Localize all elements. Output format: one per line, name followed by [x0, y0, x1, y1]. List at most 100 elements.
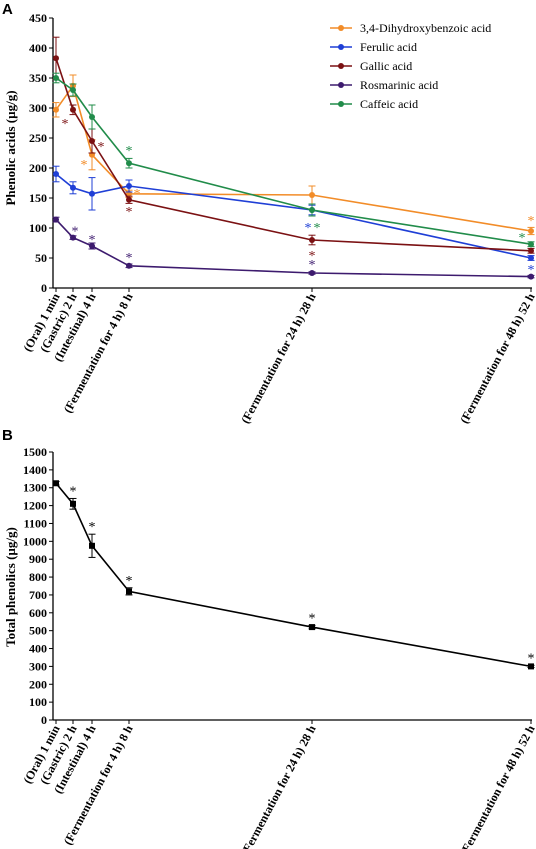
significance-star: * [89, 520, 96, 535]
y-tick-label: 350 [29, 71, 47, 85]
data-point [89, 243, 95, 249]
legend: 3,4-Dihydroxybenzoic acid Ferulic acid Gal… [330, 21, 491, 111]
legend-label: Caffeic acid [360, 97, 418, 111]
significance-star: * [70, 484, 77, 499]
data-point [70, 234, 76, 241]
significance-star: * [314, 221, 321, 236]
legend-swatch-marker [338, 25, 344, 31]
y-tick-label: 800 [29, 570, 47, 584]
data-point [53, 75, 59, 81]
series-rosmarinic-acid: *** * [52, 216, 535, 280]
significance-star: * [528, 263, 535, 278]
significance-star: * [126, 144, 133, 159]
y-tick-label: 1500 [23, 445, 47, 459]
significance-star: * [126, 205, 133, 220]
data-point [89, 542, 95, 549]
y-tick-label: 100 [29, 695, 47, 709]
data-point [89, 114, 95, 120]
data-point [126, 196, 132, 203]
legend-swatch-marker [338, 44, 344, 50]
series-total: * * * * * [52, 480, 535, 670]
panel-a-y-axis-title: Phenolic acids (µg/g) [3, 90, 18, 205]
data-point [53, 480, 59, 487]
y-tick-label: 900 [29, 552, 47, 566]
data-point [53, 106, 59, 113]
panel-b-chart: B Total phenolics (µg/g) 0 100 200 300 400 50… [2, 427, 536, 849]
legend-swatch-marker [338, 101, 344, 107]
panel-b-letter: B [2, 427, 13, 444]
significance-star: * [305, 221, 312, 236]
y-tick-label: 450 [29, 11, 47, 25]
significance-star: * [89, 233, 96, 248]
data-point [528, 663, 534, 670]
series-line [55, 219, 532, 278]
series-gallic-acid: **** [52, 36, 535, 264]
data-point [309, 237, 315, 243]
data-point [528, 228, 534, 234]
y-tick-label: 1400 [23, 463, 47, 477]
data-point [53, 171, 59, 177]
y-tick-label: 300 [29, 659, 47, 673]
panel-a-letter: A [2, 1, 13, 18]
significance-star: * [309, 611, 316, 626]
data-point [309, 192, 315, 198]
significance-star: * [528, 651, 535, 666]
significance-star: * [519, 231, 526, 246]
y-tick-label: 500 [29, 624, 47, 638]
significance-star: * [81, 158, 88, 173]
series-line [55, 77, 532, 245]
significance-star: * [72, 225, 79, 240]
series-line [55, 482, 532, 668]
y-tick-label: 0 [41, 281, 47, 295]
y-tick-label: 1000 [23, 534, 47, 548]
data-point [309, 207, 315, 213]
significance-star: * [98, 140, 105, 155]
significance-star: * [528, 214, 535, 229]
data-point [126, 588, 132, 595]
data-point [53, 55, 59, 62]
series-line [55, 57, 532, 252]
data-point [126, 262, 132, 269]
legend-label: Gallic acid [360, 59, 412, 73]
y-tick-label: 400 [29, 642, 47, 656]
significance-star: * [309, 249, 316, 264]
y-tick-label: 400 [29, 41, 47, 55]
data-point [528, 255, 534, 261]
y-tick-label: 700 [29, 588, 47, 602]
data-point [126, 160, 132, 167]
x-tick-label: (Fermentation for 24 h) 28 h [238, 723, 319, 849]
significance-star: * [134, 187, 141, 202]
x-tick-label: (Fermentation for 24 h) 28 h [238, 291, 319, 426]
y-tick-label: 1200 [23, 499, 47, 513]
data-point [126, 183, 132, 189]
y-tick-label: 1300 [23, 481, 47, 495]
y-tick-label: 600 [29, 606, 47, 620]
y-tick-label: 100 [29, 221, 47, 235]
data-point [53, 216, 59, 223]
significance-star: * [126, 251, 133, 266]
significance-star: * [309, 258, 316, 273]
significance-star: * [126, 574, 133, 589]
x-tick-label: (Fermentation for 48 h) 52 h [457, 291, 536, 426]
y-tick-label: 0 [41, 713, 47, 727]
panel-a-chart: A Phenolic acids (µg/g) 0 50 100 150 200 250 3… [2, 1, 536, 426]
data-point [70, 184, 76, 191]
data-point [70, 106, 76, 113]
significance-star: * [62, 117, 69, 132]
data-point [70, 500, 76, 507]
y-tick-label: 300 [29, 101, 47, 115]
series-line [55, 173, 532, 259]
legend-label: Ferulic acid [360, 40, 417, 54]
y-tick-label: 200 [29, 161, 47, 175]
x-tick-label: (Fermentation for 48 h) 52 h [457, 723, 536, 849]
data-point [70, 87, 76, 93]
data-point [528, 241, 534, 248]
y-tick-label: 150 [29, 191, 47, 205]
y-tick-label: 1100 [24, 516, 47, 530]
legend-swatch-marker [338, 63, 344, 69]
y-tick-label: 50 [35, 251, 47, 265]
data-point [309, 270, 315, 276]
y-tick-label: 200 [29, 677, 47, 691]
legend-label: Rosmarinic acid [360, 78, 438, 92]
